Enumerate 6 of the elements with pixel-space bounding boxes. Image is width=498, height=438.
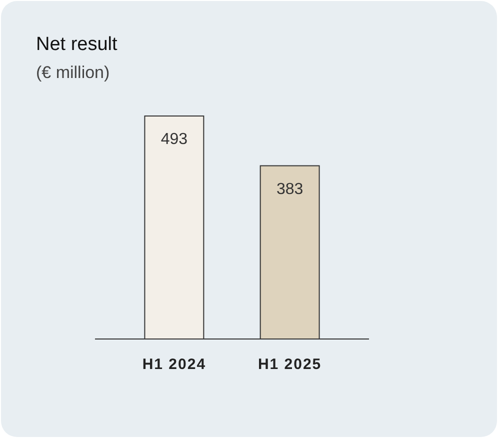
data-label: 493 [160, 131, 188, 148]
chart-subtitle: (€ million) [36, 63, 110, 82]
chart-title: Net result [36, 34, 118, 55]
x-tick-label: H1 2024 [142, 356, 206, 373]
data-label: 383 [276, 180, 304, 198]
x-tick-label: H1 2025 [258, 356, 322, 373]
